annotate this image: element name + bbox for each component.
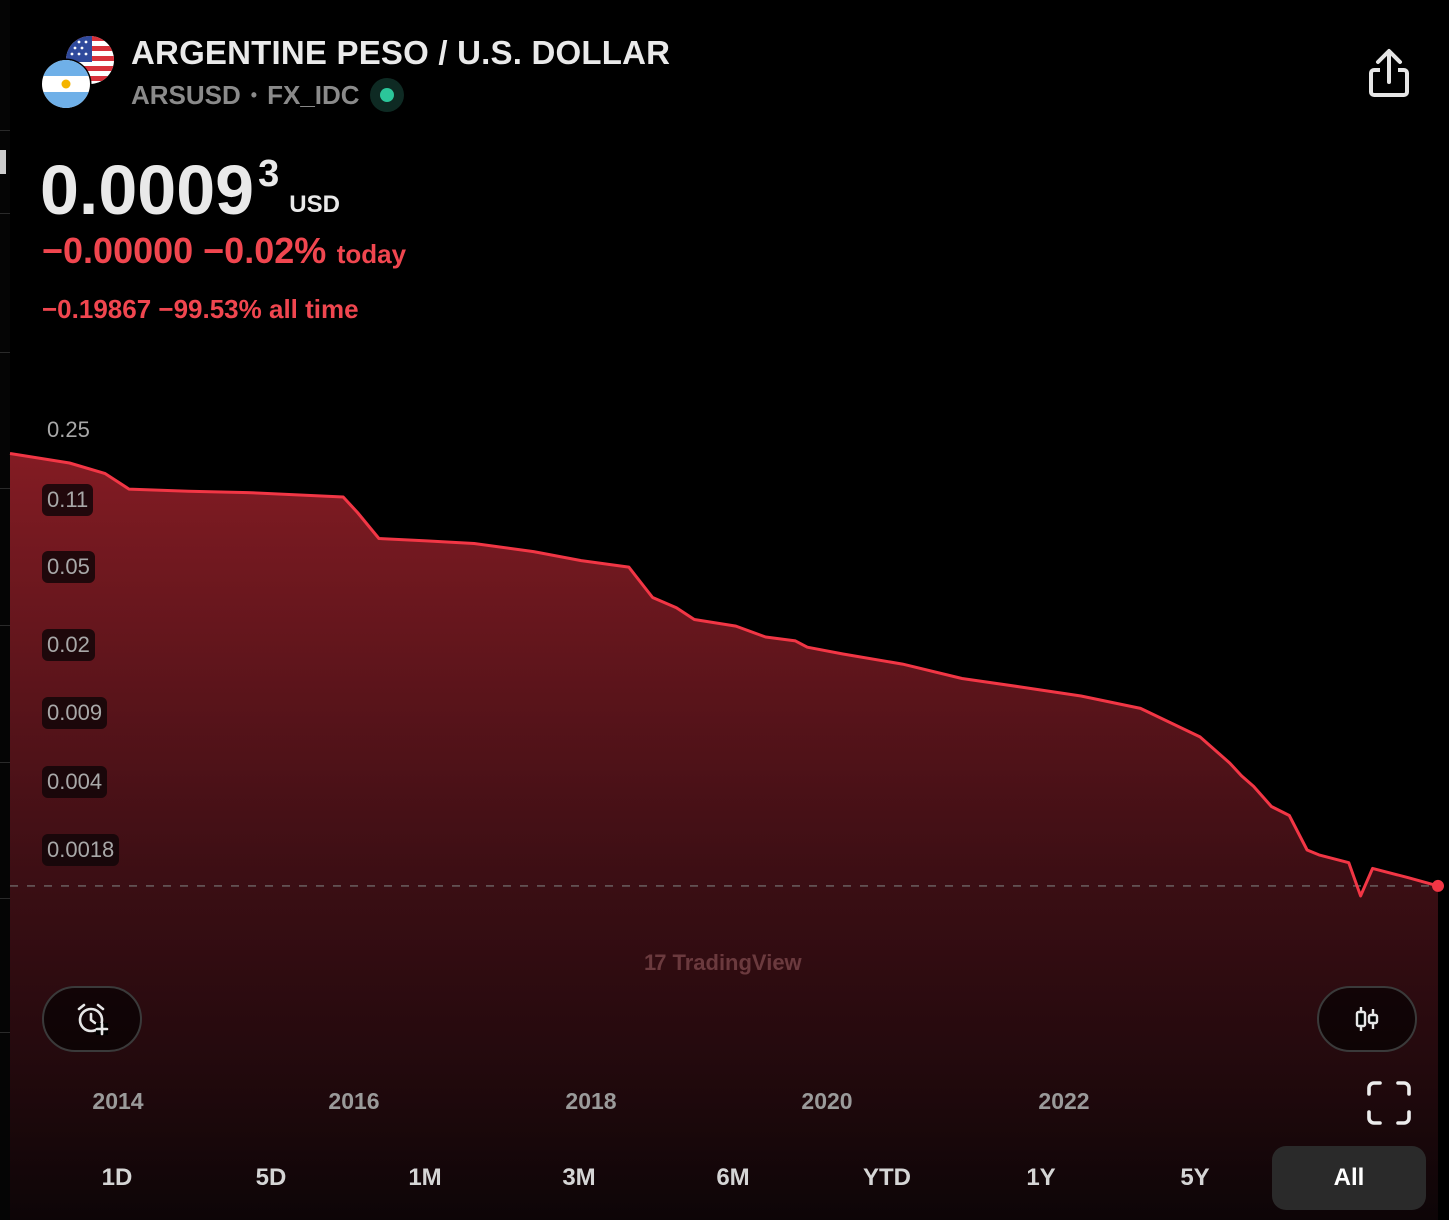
y-axis-label: 0.0018 (42, 834, 120, 866)
price-area (10, 453, 1438, 1220)
fullscreen-button[interactable] (1366, 1080, 1412, 1126)
current-price: 0.0009 3 USD (40, 148, 340, 232)
tradingview-logo-icon: 17 (644, 950, 667, 975)
y-axis-label: 0.02 (42, 629, 95, 661)
symbol-label: ARSUSD (131, 79, 241, 110)
y-axis-label: 0.004 (42, 766, 108, 798)
share-icon (1369, 49, 1409, 97)
x-axis-label: 2020 (801, 1088, 853, 1114)
tradingview-watermark: 17 TradingView (644, 950, 802, 976)
change-today-values: −0.00000 −0.02% (42, 230, 327, 271)
pair-subtitle: ARSUSD • FX_IDC (131, 78, 404, 112)
x-axis-label: 2014 (92, 1088, 144, 1114)
y-axis-label: 0.11 (42, 484, 94, 516)
pair-title: ARGENTINE PESO / U.S. DOLLAR (131, 34, 671, 71)
alarm-clock-plus-icon (77, 1003, 109, 1036)
x-axis-label: 2018 (565, 1088, 617, 1114)
currency-pair-flags (40, 34, 120, 114)
separator-dot: • (250, 84, 258, 105)
range-ytd[interactable]: YTD (863, 1164, 911, 1191)
range-1d[interactable]: 1D (101, 1164, 133, 1191)
range-5d[interactable]: 5D (255, 1164, 287, 1191)
price-line (9, 452, 1439, 898)
range-3m[interactable]: 3M (562, 1164, 596, 1191)
share-button[interactable] (1362, 46, 1416, 104)
price-currency: USD (289, 191, 340, 218)
fullscreen-icon (1367, 1081, 1411, 1125)
price-value: 0.0009 (40, 151, 255, 229)
us-flag-icon (40, 36, 114, 110)
range-1y[interactable]: 1Y (1026, 1164, 1056, 1191)
price-superscript: 3 (258, 153, 280, 195)
exchange-label: FX_IDC (267, 79, 360, 110)
x-axis-label: 2022 (1038, 1088, 1090, 1114)
range-5y[interactable]: 5Y (1180, 1164, 1210, 1191)
range-6m[interactable]: 6M (716, 1164, 750, 1191)
change-today-label: today (336, 239, 407, 269)
left-edge (0, 0, 10, 1220)
range-1m[interactable]: 1M (408, 1164, 442, 1191)
last-price-dot (1432, 879, 1444, 892)
y-axis-label: 0.25 (47, 417, 90, 442)
watermark-text: TradingView (672, 950, 802, 975)
candlestick-icon (1355, 1007, 1379, 1031)
y-axis-label: 0.009 (42, 697, 108, 729)
argentina-flag-icon (42, 60, 90, 108)
time-range-selector: 1D 5D 1M 3M 6M YTD 1Y 5Y All (40, 1146, 1430, 1210)
y-axis-label: 0.05 (42, 551, 95, 583)
x-axis-label: 2016 (328, 1088, 380, 1114)
change-today: −0.00000 −0.02% today (42, 230, 406, 272)
add-alert-button[interactable] (42, 986, 142, 1052)
change-all-time: −0.19867 −99.53% all time (42, 294, 359, 324)
range-all[interactable]: All (1272, 1146, 1426, 1210)
live-status-icon (369, 78, 404, 112)
chart-type-button[interactable] (1317, 986, 1417, 1052)
